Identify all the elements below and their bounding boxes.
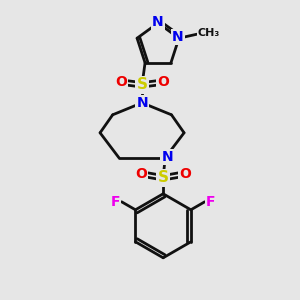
Text: F: F xyxy=(111,195,120,209)
Text: O: O xyxy=(115,75,127,89)
Text: CH₃: CH₃ xyxy=(198,28,220,38)
Text: O: O xyxy=(135,167,147,181)
Text: N: N xyxy=(136,96,148,110)
Text: F: F xyxy=(206,195,215,209)
Text: S: S xyxy=(136,77,148,92)
Text: N: N xyxy=(172,30,184,44)
Text: N: N xyxy=(161,150,173,164)
Text: O: O xyxy=(179,167,191,181)
Text: N: N xyxy=(152,15,164,29)
Text: O: O xyxy=(157,75,169,89)
Text: S: S xyxy=(158,170,169,185)
